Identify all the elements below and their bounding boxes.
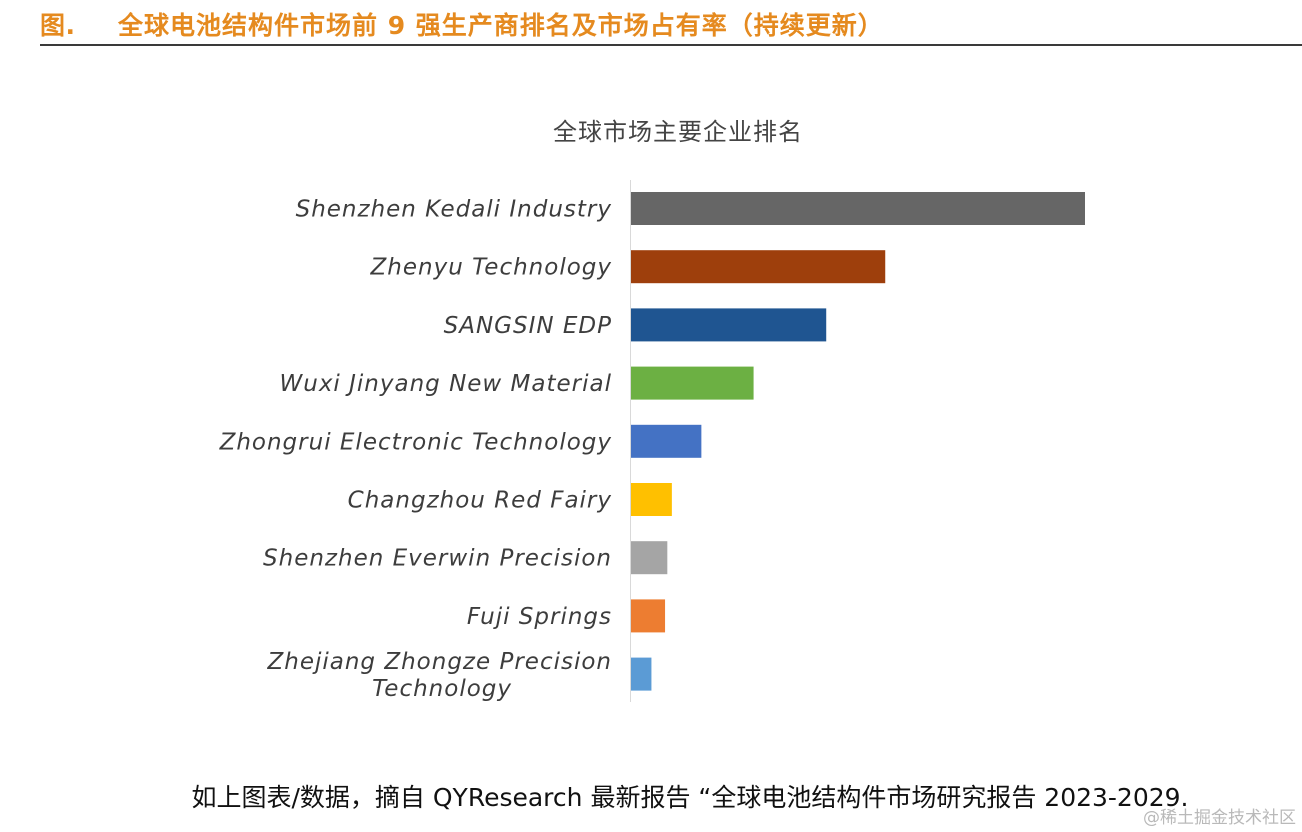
category-label: Shenzhen Everwin Precision <box>263 546 612 572</box>
bar-zhenyu-technology <box>631 250 886 284</box>
bar-shenzhen-everwin-precision <box>631 541 668 575</box>
category-label: Zhenyu Technology <box>370 255 612 281</box>
category-label: Zhejiang Zhongze Precision Technology <box>267 649 613 702</box>
source-note: 如上图表/数据，摘自 QYResearch 最新报告 “全球电池结构件市场研究报… <box>191 783 1189 812</box>
bar-zhongrui-electronic-technology <box>631 424 702 458</box>
category-label: Wuxi Jinyang New Material <box>280 371 613 397</box>
category-label: SANGSIN EDP <box>444 313 612 339</box>
figure-title: 全球电池结构件市场前 9 强生产商排名及市场占有率（持续更新） <box>118 11 884 40</box>
bar-sangsin-edp <box>631 308 827 342</box>
bar-changzhou-red-fairy <box>631 483 672 516</box>
bar-zhejiang-zhongze-precision-technology <box>631 657 652 691</box>
chart-title: 全球市场主要企业排名 <box>553 118 803 146</box>
category-label: Changzhou Red Fairy <box>348 488 612 514</box>
figure-label: 图. <box>40 11 76 40</box>
category-label: Zhongrui Electronic Technology <box>219 429 612 455</box>
header-divider <box>40 44 1302 46</box>
figure-header: 图. 全球电池结构件市场前 9 强生产商排名及市场占有率（持续更新） <box>40 4 1302 44</box>
bar-fuji-springs <box>631 599 666 633</box>
category-label: Shenzhen Kedali Industry <box>296 197 612 223</box>
watermark-text: @稀土掘金技术社区 <box>1143 808 1296 828</box>
category-label: Fuji Springs <box>467 604 612 630</box>
bar-chart: Shenzhen Kedali Industry Zhenyu Technolog… <box>219 180 1085 702</box>
bar-shenzhen-kedali-industry <box>631 192 1085 225</box>
bar-wuxi-jinyang-new-material <box>631 366 754 400</box>
